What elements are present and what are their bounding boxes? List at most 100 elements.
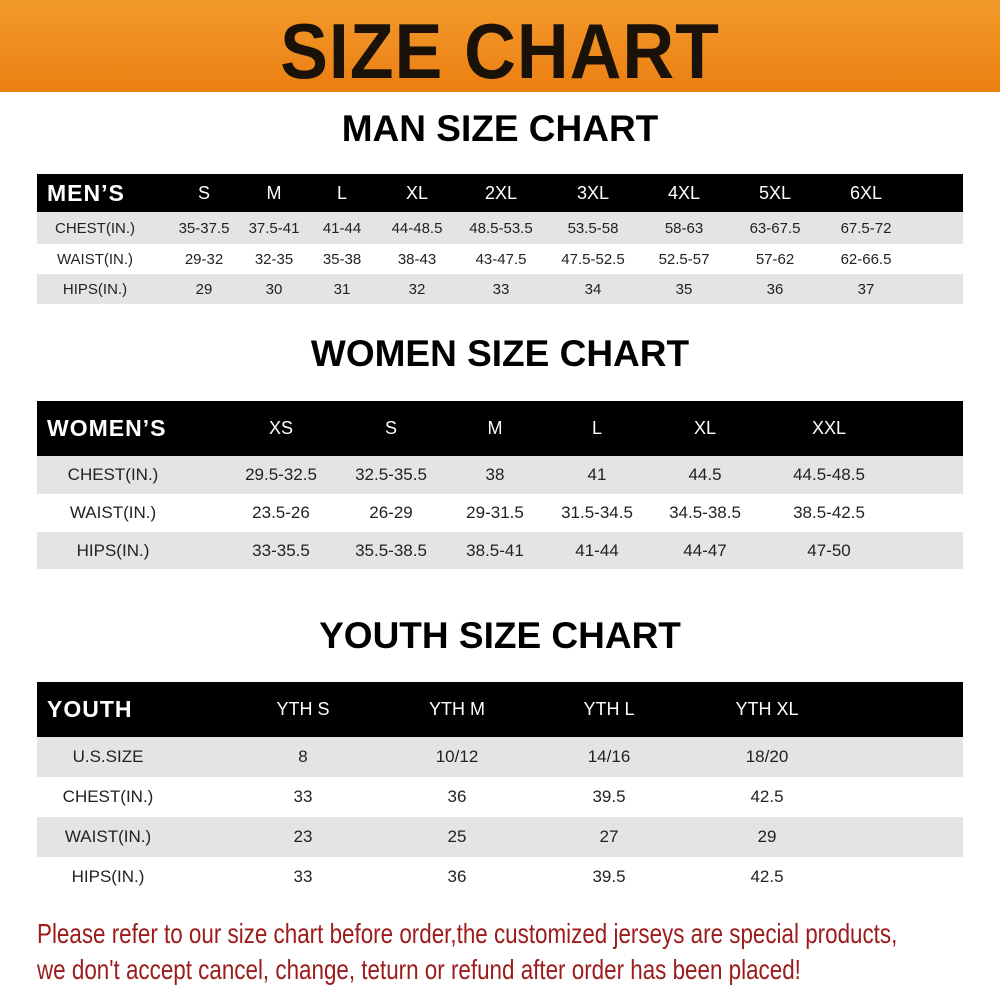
cell-value: S (197, 182, 211, 203)
cell-value: 34.5-38.5 (669, 503, 741, 522)
cell-value: 38.5-42.5 (793, 503, 865, 522)
table-row: HIPS(IN.) 33-35.5 35.5-38.5 38.5-41 41-44 44-… (37, 532, 963, 569)
table-row: HIPS(IN.) 29 30 31 32 33 34 35 36 37 (37, 274, 963, 304)
cell-value: 25 (447, 827, 467, 846)
cell-value: 39.5 (592, 787, 626, 806)
row-label: WOMEN’S (47, 415, 167, 441)
cell-value: 47-50 (807, 540, 851, 560)
row-label: WAIST(IN.) (56, 250, 134, 268)
row-label: HIPS(IN.) (76, 540, 150, 560)
cell-value: XL (405, 182, 429, 203)
cell-value: 3XL (576, 182, 610, 203)
table-row: WAIST(IN.) 23.5-26 26-29 29-31.5 31.5-34.5 34… (37, 494, 963, 532)
cell-value: YTH XL (735, 699, 799, 719)
title-banner: SIZE CHART (0, 0, 1000, 95)
cell-value: S (384, 418, 398, 438)
cell-value: 37.5-41 (248, 219, 300, 237)
cell-value: M (487, 418, 503, 438)
cell-value: 2XL (484, 182, 518, 203)
table-row: WAIST(IN.) 29-32 32-35 35-38 38-43 43-47.5 47.… (37, 244, 963, 274)
cell-value: 41-44 (575, 540, 619, 560)
cell-value: 35 (675, 280, 693, 298)
row-label: HIPS(IN.) (71, 867, 145, 886)
men-size-table: MEN’S S M L XL 2XL 3XL 4XL 5XL 6XL CHEST(IN.) 35-37… (37, 174, 963, 304)
cell-value: 44.5-48.5 (793, 465, 865, 484)
table-row: CHEST(IN.) 29.5-32.5 32.5-35.5 38 41 44.5 44.5… (37, 456, 963, 494)
cell-value: 36 (447, 787, 467, 806)
cell-value: 23.5-26 (252, 503, 310, 522)
cell-value: XL (693, 418, 717, 438)
table-row: U.S.SIZE 8 10/12 14/16 18/20 (37, 737, 963, 777)
cell-value: 33 (492, 280, 510, 298)
table-row: HIPS(IN.) 33 36 39.5 42.5 (37, 857, 963, 897)
cell-value: 62-66.5 (840, 250, 892, 268)
cell-value: 36 (447, 867, 467, 886)
cell-value: L (591, 418, 603, 438)
cell-value: 33 (293, 867, 313, 886)
cell-value: 48.5-53.5 (469, 219, 533, 237)
cell-value: 18/20 (745, 747, 789, 766)
row-label: HIPS(IN.) (62, 280, 128, 298)
cell-value: YTH L (583, 699, 635, 719)
cell-value: 32.5-35.5 (355, 465, 427, 484)
cell-value: 30 (265, 280, 283, 298)
cell-value: 4XL (667, 182, 701, 203)
row-label: CHEST(IN.) (62, 787, 154, 806)
row-label: CHEST(IN.) (67, 465, 159, 484)
cell-value: 10/12 (435, 747, 479, 766)
cell-value: 29-31.5 (466, 503, 524, 522)
cell-value: 52.5-57 (658, 250, 710, 268)
women-size-table: WOMEN’S XS S M L XL XXL CHEST(IN.) 29.5-32.5 32.5… (37, 401, 963, 569)
row-label: WAIST(IN.) (64, 827, 152, 846)
cell-value: 44-48.5 (391, 219, 443, 237)
cell-value: 5XL (758, 182, 792, 203)
table-row: CHEST(IN.) 33 36 39.5 42.5 (37, 777, 963, 817)
cell-value: YTH M (429, 699, 485, 719)
cell-value: 29 (757, 827, 777, 846)
cell-value: 42.5 (750, 867, 784, 886)
cell-value: 33 (293, 787, 313, 806)
row-label: MEN’S (47, 179, 125, 206)
men-section-title: MAN SIZE CHART (341, 108, 659, 149)
cell-value: 36 (766, 280, 784, 298)
header-row: WOMEN’S XS S M L XL XXL (37, 401, 963, 456)
cell-value: 35-38 (322, 250, 362, 268)
cell-value: 53.5-58 (567, 219, 619, 237)
page-title: SIZE CHART (280, 7, 720, 95)
row-label: YOUTH (47, 696, 133, 722)
cell-value: 44-47 (683, 540, 727, 560)
cell-value: 31 (333, 280, 351, 298)
header-row: YOUTH YTH S YTH M YTH L YTH XL (37, 682, 963, 737)
cell-value: XS (268, 418, 294, 438)
cell-value: 29 (195, 280, 213, 298)
women-section-title: WOMEN SIZE CHART (310, 333, 690, 374)
cell-value: 37 (857, 280, 875, 298)
cell-value: 8 (298, 747, 308, 766)
cell-value: 32 (408, 280, 426, 298)
cell-value: 35.5-38.5 (355, 540, 427, 560)
cell-value: 6XL (849, 182, 883, 203)
cell-value: 67.5-72 (840, 219, 892, 237)
cell-value: 39.5 (592, 867, 626, 886)
cell-value: 23 (293, 827, 313, 846)
cell-value: 26-29 (369, 503, 413, 522)
cell-value: 29-32 (184, 250, 224, 268)
cell-value: 44.5 (688, 465, 722, 484)
row-label: U.S.SIZE (72, 747, 144, 766)
cell-value: 33-35.5 (252, 540, 310, 560)
cell-value: L (336, 182, 348, 203)
row-label: CHEST(IN.) (55, 219, 135, 237)
cell-value: 29.5-32.5 (245, 465, 317, 484)
cell-value: 42.5 (750, 787, 784, 806)
cell-value: 34 (584, 280, 602, 298)
cell-value: 63-67.5 (749, 219, 801, 237)
youth-section-title: YOUTH SIZE CHART (319, 615, 681, 656)
cell-value: 57-62 (755, 250, 795, 268)
cell-value: 35-37.5 (178, 219, 230, 237)
youth-size-table: YOUTH YTH S YTH M YTH L YTH XL U.S.SIZE 8 10/12… (37, 682, 963, 897)
cell-value: 14/16 (587, 747, 631, 766)
cell-value: 43-47.5 (475, 250, 527, 268)
cell-value: YTH S (276, 699, 330, 719)
cell-value: 27 (599, 827, 619, 846)
cell-value: 32-35 (254, 250, 294, 268)
